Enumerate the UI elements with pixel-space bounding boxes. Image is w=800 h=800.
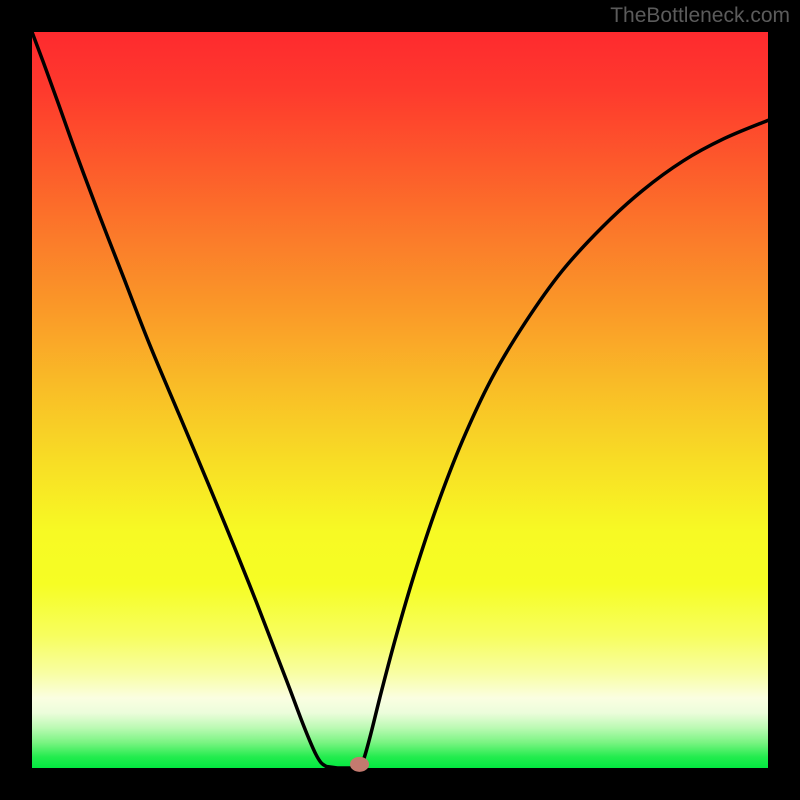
gradient-background	[32, 32, 768, 768]
chart-container: TheBottleneck.com	[0, 0, 800, 800]
bottleneck-chart	[0, 0, 800, 800]
watermark-text: TheBottleneck.com	[610, 4, 790, 28]
optimal-point-marker	[351, 757, 369, 771]
